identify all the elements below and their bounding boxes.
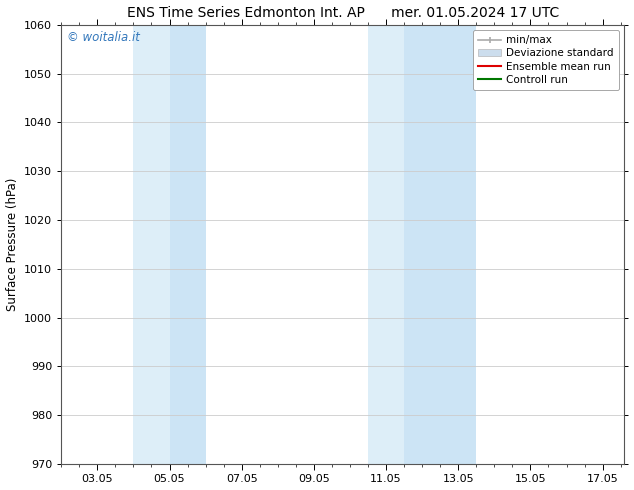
- Bar: [169, 25, 205, 464]
- Y-axis label: Surface Pressure (hPa): Surface Pressure (hPa): [6, 178, 18, 311]
- Bar: [368, 25, 404, 464]
- Bar: [133, 25, 169, 464]
- Title: ENS Time Series Edmonton Int. AP      mer. 01.05.2024 17 UTC: ENS Time Series Edmonton Int. AP mer. 01…: [127, 5, 559, 20]
- Bar: [404, 25, 476, 464]
- Legend: min/max, Deviazione standard, Ensemble mean run, Controll run: min/max, Deviazione standard, Ensemble m…: [473, 30, 619, 90]
- Text: © woitalia.it: © woitalia.it: [67, 31, 139, 45]
